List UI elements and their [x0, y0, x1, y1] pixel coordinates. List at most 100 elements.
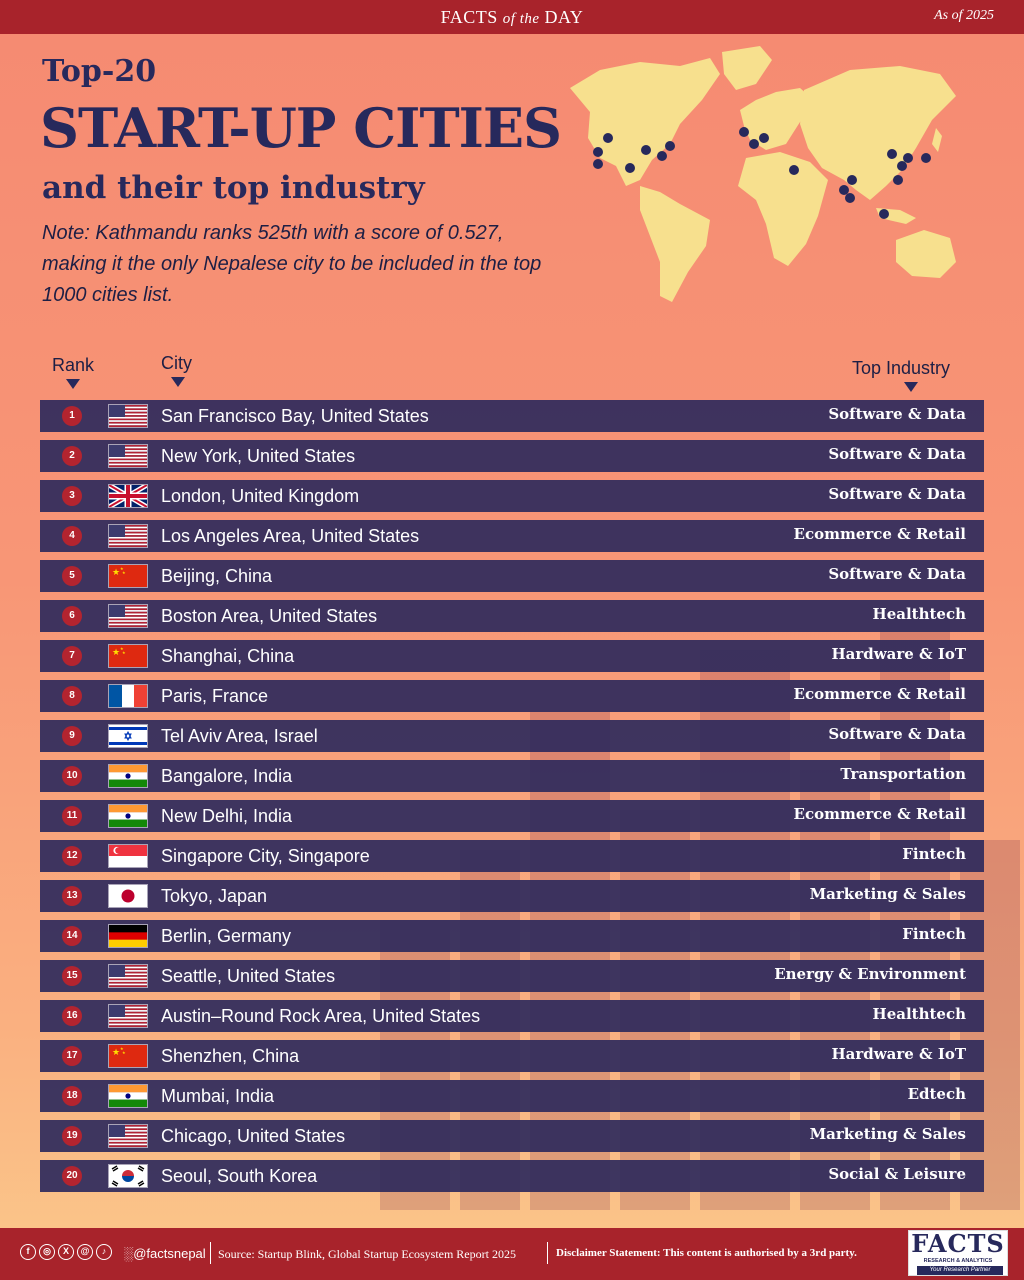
facebook-icon[interactable]: f [20, 1244, 36, 1260]
uk-flag [108, 484, 148, 508]
top-industry: Energy & Environment [774, 965, 966, 983]
city-name: Singapore City, Singapore [161, 846, 370, 866]
rank-badge: 17 [62, 1046, 82, 1066]
table-row: 18 Mumbai, India Edtech [40, 1080, 984, 1112]
footer-bar: f ◎ X @ ♪ ░@factsnepal Source: Startup Blink… [0, 1228, 1024, 1280]
social-handle: ░@factsnepal [124, 1246, 206, 1261]
city-name: Berlin, Germany [161, 926, 292, 946]
threads-icon[interactable]: @ [77, 1244, 93, 1260]
israel-flag [108, 724, 148, 748]
rank-badge: 14 [62, 926, 82, 946]
top-industry: Marketing & Sales [809, 885, 966, 903]
world-map [570, 46, 956, 302]
map-dot-tokyo [921, 153, 931, 163]
note-text: Note: Kathmandu ranks 525th with a score… [42, 222, 542, 306]
table-row: 13 Tokyo, Japan Marketing & Sales [40, 880, 984, 912]
industry-arrow-icon [904, 382, 918, 392]
top-industry: Healthtech [872, 1005, 966, 1023]
svg-text:★: ★ [120, 646, 124, 651]
city-column-header: City [161, 353, 192, 387]
map-dot-bangalore [845, 193, 855, 203]
rank-badge: 19 [62, 1126, 82, 1146]
map-north-america [570, 58, 720, 186]
city-name: Austin–Round Rock Area, United States [161, 1006, 481, 1026]
rank-badge: 1 [62, 406, 82, 426]
rank-badge: 18 [62, 1086, 82, 1106]
top-industry: Fintech [902, 925, 966, 943]
rank-badge: 11 [62, 806, 82, 826]
table-row: 8 Paris, France Ecommerce & Retail [40, 680, 984, 712]
logo-tagline: Your Research Partner [917, 1266, 1003, 1275]
city-name: London, United Kingdom [161, 486, 360, 506]
rank-badge: 8 [62, 686, 82, 706]
source-text: Source: Startup Blink, Global Startup Ec… [218, 1247, 516, 1261]
top-industry: Transportation [840, 765, 966, 783]
city-name: Chicago, United States [161, 1126, 346, 1146]
india-flag [108, 764, 148, 788]
city-name: Bangalore, India [161, 766, 293, 786]
map-dot-san-francisco [593, 147, 603, 157]
city-name: Paris, France [161, 686, 269, 706]
city-name: Boston Area, United States [161, 606, 378, 626]
top-banner: FACTS of the DAY As of 2025 [0, 0, 1024, 34]
map-dot-mumbai [839, 185, 849, 195]
rank-badge: 7 [62, 646, 82, 666]
china-flag: ★ ★ ★ [108, 564, 148, 588]
footer-divider [210, 1242, 211, 1264]
x-icon[interactable]: X [58, 1244, 74, 1260]
rank-badge: 10 [62, 766, 82, 786]
brand-facts: FACTS [440, 7, 498, 27]
tiktok-icon[interactable]: ♪ [96, 1244, 112, 1260]
facts-logo: FACTS RESEARCH & ANALYTICS Your Research… [908, 1229, 1008, 1276]
china-flag: ★ ★ ★ [108, 644, 148, 668]
map-greenland [722, 46, 772, 90]
table-row: 11 New Delhi, India Ecommerce & Retail [40, 800, 984, 832]
instagram-icon[interactable]: ◎ [39, 1244, 55, 1260]
table-row: 7 ★ ★ ★ Shanghai, China Hardware & IoT [40, 640, 984, 672]
city-name: New York, United States [161, 446, 356, 466]
handle-text: @factsnepal [133, 1246, 206, 1261]
rank-column-header: Rank [52, 355, 94, 389]
title-top: Top-20 [42, 54, 157, 89]
city-name: San Francisco Bay, United States [161, 406, 429, 426]
ranking-table: 1 San Francisco Bay, United States Softwar… [40, 400, 984, 1200]
rank-badge: 3 [62, 486, 82, 506]
brand-day: DAY [544, 7, 584, 27]
city-name: Seattle, United States [161, 966, 336, 986]
table-row: 19 Chicago, United States Marketing & Sale… [40, 1120, 984, 1152]
table-row: 14 Berlin, Germany Fintech [40, 920, 984, 952]
svg-text:★: ★ [112, 647, 120, 657]
svg-text:★: ★ [112, 1047, 120, 1057]
us-flag [108, 524, 148, 548]
map-australia [896, 230, 956, 278]
top-industry: Software & Data [828, 445, 966, 463]
industry-header-label: Top Industry [852, 358, 951, 378]
rank-header-label: Rank [52, 355, 95, 375]
top-industry: Marketing & Sales [809, 1125, 966, 1143]
brand-title: FACTS of the DAY [0, 7, 1024, 28]
rank-badge: 5 [62, 566, 82, 586]
rank-badge: 15 [62, 966, 82, 986]
china-flag: ★ ★ ★ [108, 1044, 148, 1068]
city-arrow-icon [171, 377, 185, 387]
city-name: Tel Aviv Area, Israel [161, 726, 318, 746]
table-row: 3 London, United Kingdom Software & Data [40, 480, 984, 512]
city-name: Seoul, South Korea [161, 1166, 318, 1186]
svg-text:★: ★ [120, 1046, 124, 1051]
map-dot-los-angeles [593, 159, 603, 169]
table-row: 16 Austin–Round Rock Area, United States H… [40, 1000, 984, 1032]
table-row: 2 New York, United States Software & Data [40, 440, 984, 472]
disclaimer-text: Disclaimer Statement: This content is au… [556, 1247, 857, 1259]
top-industry: Healthtech [872, 605, 966, 623]
us-flag [108, 964, 148, 988]
city-name: New Delhi, India [161, 806, 293, 826]
rank-arrow-icon [66, 379, 80, 389]
top-industry: Software & Data [828, 485, 966, 503]
logo-sub: RESEARCH & ANALYTICS [923, 1258, 993, 1264]
map-dot-chicago [641, 145, 651, 155]
logo-main: FACTS [911, 1229, 1005, 1258]
map-japan [932, 128, 942, 152]
top-industry: Ecommerce & Retail [793, 805, 966, 823]
us-flag [108, 444, 148, 468]
rank-badge: 9 [62, 726, 82, 746]
